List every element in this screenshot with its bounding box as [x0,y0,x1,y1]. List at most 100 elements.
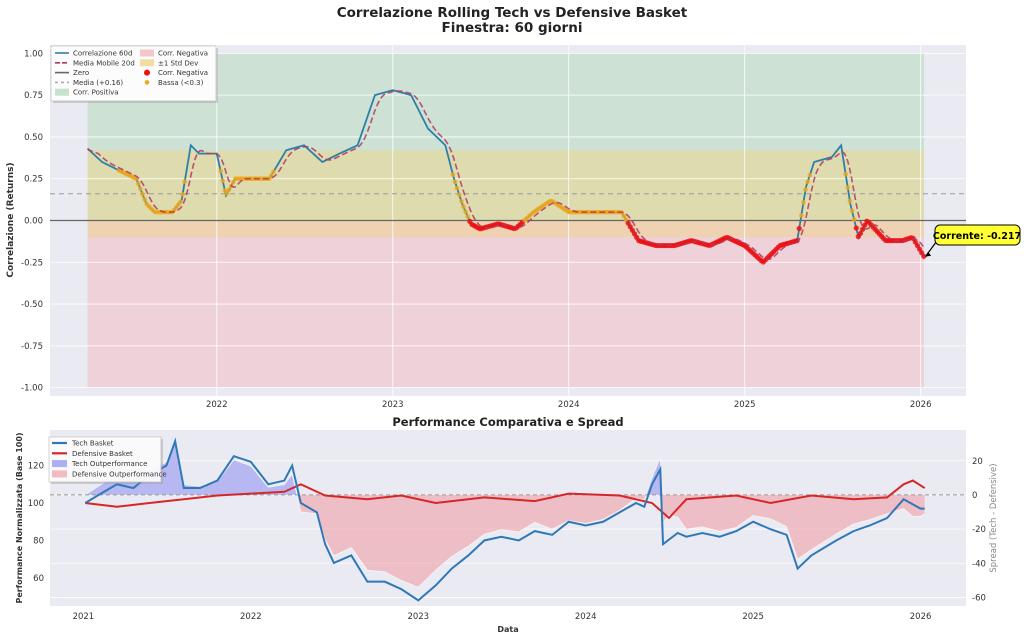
low-marker [269,173,274,178]
bottom-right-axis-label: Spread (Tech - Defensive) [989,463,999,572]
legend-swatch [144,69,150,76]
legend-swatch [55,88,69,96]
legend-box [50,45,217,102]
legend-label: ±1 Std Dev [158,59,198,67]
negative-marker [796,225,802,232]
legend-label: Defensive Basket [72,450,133,458]
low-marker [849,208,855,214]
bottom-y-axis-label: Performance Normalizzata (Base 100) [15,432,24,603]
x-tick-label: 2021 [73,612,95,622]
low-marker [220,178,226,184]
y-tick-label: 100 [28,499,44,509]
y-tick-label: 0.00 [24,217,43,227]
legend-swatch [144,80,150,85]
low-marker [452,179,458,185]
top-y-axis-label: Correlazione (Returns) [6,162,16,277]
chart-title: Correlazione Rolling Tech vs Defensive B… [337,5,688,21]
chart-subtitle: Finestra: 60 giorni [442,20,583,36]
spread-line [85,440,925,588]
y-tick-label: 0.25 [24,175,43,185]
low-marker [621,213,627,219]
low-marker [456,192,462,198]
low-marker [845,185,851,191]
y-tick-label: 0.50 [24,133,43,143]
low-marker [461,204,466,210]
low-marker [266,176,272,182]
low-marker [226,187,232,193]
annotation-box [934,224,1021,246]
y-tick-label: 1.00 [24,49,43,59]
low-marker [459,198,464,204]
low-marker [847,198,853,204]
moving-average-line [87,90,925,261]
bottom-panel-title: Performance Comparativa e Spread [392,415,623,429]
x-tick-label: 2026 [910,612,932,622]
low-marker [807,173,813,178]
low-marker [180,192,185,197]
low-marker [801,200,806,205]
x-tick-label: 2025 [734,400,756,410]
low-marker [138,186,143,192]
y-tick-label: -0.75 [21,342,43,352]
y-tick-label: 80 [33,536,44,546]
negative-marker [859,226,866,232]
performance-panel: 60 80 100 120 -60 -40 -20 0 20 2021 2022 2023 2024 20… [28,430,986,622]
low-marker [851,217,857,222]
low-marker [182,179,188,184]
y-tick-label: 60 [33,574,44,584]
low-marker [803,187,808,192]
x-tick-label: 2022 [240,612,262,622]
y-tick-label: 120 [28,462,44,472]
legend-label: Corr. Negativa [158,50,208,58]
x-tick-label: 2022 [206,400,228,410]
low-marker [224,191,230,196]
defensive-basket-line [85,479,926,520]
low-marker [218,168,223,174]
right-y-tick-label: -40 [972,559,986,569]
low-marker [140,191,145,197]
negative-marker [921,253,927,259]
low-marker [450,172,456,177]
right-y-tick-label: 0 [972,491,977,501]
x-tick-label: 2026 [910,400,932,410]
y-tick-label: -0.50 [21,300,43,310]
right-y-tick-label: 20 [972,457,983,467]
legend-label: Tech Basket [71,440,114,448]
negative-marker [853,225,859,231]
low-marker [799,213,804,218]
low-marker [454,186,460,191]
x-tick-label: 2024 [575,612,597,622]
low-marker [178,199,183,205]
legend: Tech Basket Defensive Basket Tech Outperfo… [48,436,167,484]
low-marker [135,181,141,186]
negative-marker [857,230,864,237]
bottom-x-axis-label: Data [497,625,518,634]
legend-label: Media (+0.16) [73,79,123,87]
x-tick-label: 2023 [382,400,404,410]
low-marker [805,179,810,185]
x-tick-label: 2023 [407,612,429,622]
negative-marker [862,222,868,228]
legend-box [48,436,162,483]
low-marker [271,169,276,175]
annotation-current-value: Corrente: -0.217 [933,231,1021,242]
legend-label: Corr. Negativa [158,69,208,77]
low-marker [142,197,147,202]
defensive-outperformance-fill [85,494,925,588]
low-marker [465,214,470,219]
tech-basket-line [84,437,925,602]
low-marker [231,179,236,185]
legend-swatch [140,49,154,57]
legend-label: Bassa (<0.3) [158,79,204,87]
right-y-tick-label: -20 [972,525,986,535]
x-tick-label: 2025 [742,612,764,622]
correlation-panel: 1.00 0.75 0.50 0.25 0.00 -0.25 -0.50 -0.75 -1.00… [21,45,1021,410]
legend-label: Defensive Outperformance [72,470,167,478]
legend-label: Tech Outperformance [71,460,147,468]
low-marker [463,209,468,214]
legend-label: Media Mobile 20d [73,59,135,67]
legend-label: Correlazione 60d [73,50,132,58]
legend-swatch [52,470,67,478]
legend-label: Zero [73,69,89,77]
